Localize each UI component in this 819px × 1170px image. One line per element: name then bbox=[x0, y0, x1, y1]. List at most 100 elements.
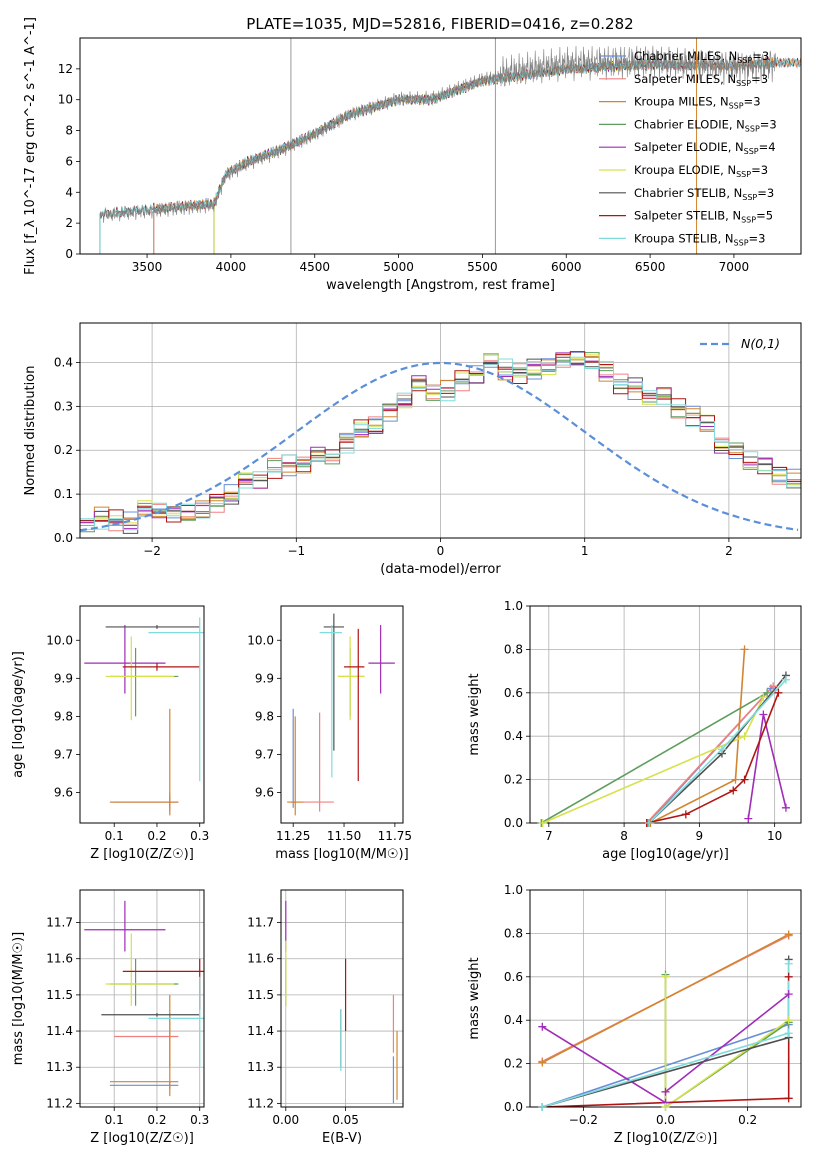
legend-series-name: Salpeter STELIB bbox=[634, 209, 725, 223]
legend-nssp-prefix: , N bbox=[720, 163, 736, 177]
legend-nssp-sub: SSP bbox=[741, 216, 756, 225]
legend-label: Chabrier STELIB, NSSP=3 bbox=[634, 186, 774, 202]
y-axis-label: mass weight bbox=[467, 957, 482, 1039]
y-tick-label: 6 bbox=[65, 154, 73, 168]
legend-series-name: Chabrier ELODIE bbox=[634, 117, 729, 131]
y-tick-label: 1.0 bbox=[504, 883, 523, 897]
legend-label: Salpeter ELODIE, NSSP=4 bbox=[634, 140, 776, 156]
panel-residuals: −2 −1 0 1 2 0.0 0.1 0.2 0.3 0.4 N(0,1) (data-model)… bbox=[23, 322, 802, 577]
y-axis-label: Flux [f_λ 10^-17 erg cm^-2 s^-1 A^-1] bbox=[23, 17, 38, 275]
y-tick-label: 9.8 bbox=[255, 709, 274, 723]
x-tick-label: 7000 bbox=[719, 260, 750, 274]
x-axis-label: Z [log10(Z/Z☉)] bbox=[90, 847, 194, 862]
plot-area bbox=[84, 617, 204, 816]
legend-nssp-eq: = bbox=[759, 140, 769, 154]
weight-line bbox=[540, 692, 768, 823]
legend-nssp-eq: = bbox=[757, 186, 767, 200]
plot-area bbox=[99, 38, 801, 254]
legend-series-name: Kroupa STELIB bbox=[634, 231, 718, 245]
legend-nssp-sub: SSP bbox=[734, 238, 749, 247]
weight-point bbox=[763, 688, 772, 697]
axes-frame bbox=[79, 889, 205, 1108]
x-axis-label: mass [log10(M/M☉)] bbox=[275, 847, 408, 862]
legend-nssp-value: 3 bbox=[767, 186, 774, 200]
legend-nssp-eq: = bbox=[752, 49, 762, 63]
y-tick-label: 11.3 bbox=[247, 1060, 274, 1074]
legend-nssp-value: 3 bbox=[762, 49, 769, 63]
weight-point bbox=[538, 1103, 547, 1111]
x-tick-label: 0.05 bbox=[332, 1113, 359, 1127]
legend-nssp-prefix: , N bbox=[725, 209, 741, 223]
x-tick-label: 6000 bbox=[551, 260, 582, 274]
x-tick-label: 6500 bbox=[635, 260, 666, 274]
weight-point bbox=[759, 710, 768, 719]
weight-point bbox=[538, 1058, 547, 1067]
y-tick-label: 9.9 bbox=[255, 671, 274, 685]
y-tick-label: 0.2 bbox=[504, 773, 523, 787]
x-tick-label: 11.75 bbox=[378, 829, 412, 843]
y-tick-label: 11.2 bbox=[247, 1096, 274, 1110]
y-tick-label: 0.4 bbox=[504, 1013, 523, 1027]
weight-point bbox=[661, 1087, 670, 1096]
y-tick-label: 9.7 bbox=[255, 747, 274, 761]
weight-point bbox=[784, 990, 793, 999]
y-tick-label: 0.4 bbox=[504, 729, 523, 743]
x-tick-label: 10 bbox=[767, 829, 782, 843]
legend-nssp-eq: = bbox=[756, 209, 766, 223]
y-tick-label: 11.7 bbox=[247, 916, 274, 930]
axes-frame bbox=[529, 605, 802, 824]
x-tick-label: 8 bbox=[620, 829, 628, 843]
x-axis-label: Z [log10(Z/Z☉)] bbox=[614, 1131, 718, 1146]
x-tick-label: 4500 bbox=[299, 260, 330, 274]
y-tick-label: 11.4 bbox=[247, 1024, 274, 1038]
x-tick-label: 1 bbox=[581, 544, 589, 558]
x-axis-label: age [log10(age/yr)] bbox=[602, 847, 729, 862]
legend-nssp-sub: SSP bbox=[736, 79, 751, 88]
y-tick-label: 10.0 bbox=[46, 633, 73, 647]
legend-nssp-sub: SSP bbox=[742, 193, 757, 202]
y-tick-label: 9.6 bbox=[54, 786, 73, 800]
panel-mass-vs-EBV: 0.00 0.05 11.2 11.3 11.4 11.5 11.6 11.7 E(B-V) bbox=[247, 889, 404, 1146]
legend-nssp-prefix: , N bbox=[720, 72, 736, 86]
x-tick-label: −0.2 bbox=[569, 1113, 598, 1127]
legend-nssp-value: 3 bbox=[761, 163, 768, 177]
y-tick-label: 10 bbox=[58, 93, 73, 107]
y-tick-label: 0.0 bbox=[504, 1100, 523, 1114]
legend: N(0,1) bbox=[700, 336, 780, 351]
weight-point bbox=[744, 814, 753, 823]
plot-area bbox=[287, 613, 395, 816]
y-tick-label: 9.6 bbox=[255, 786, 274, 800]
x-tick-label: 0.2 bbox=[738, 1113, 757, 1127]
legend-nssp-value: 5 bbox=[766, 209, 773, 223]
legend-nssp-prefix: , N bbox=[721, 49, 737, 63]
y-tick-label: 11.4 bbox=[46, 1024, 73, 1038]
weight-point bbox=[740, 645, 749, 654]
axes-frame bbox=[79, 605, 205, 824]
y-axis-label: mass weight bbox=[467, 673, 482, 755]
weight-point bbox=[538, 1022, 547, 1031]
weight-point bbox=[538, 819, 547, 827]
legend-label: Kroupa ELODIE, NSSP=3 bbox=[634, 163, 768, 179]
panels: 3500 4000 4500 5000 5500 6000 6500 700002468101… bbox=[11, 17, 802, 1146]
y-tick-label: 9.7 bbox=[54, 747, 73, 761]
figure-title: PLATE=1035, MJD=52816, FIBERID=0416, z=0… bbox=[246, 15, 633, 33]
y-tick-label: 0.2 bbox=[504, 1057, 523, 1071]
x-tick-label: 0.2 bbox=[147, 829, 166, 843]
y-tick-label: 0.0 bbox=[504, 816, 523, 830]
legend-nssp-value: 3 bbox=[753, 95, 760, 109]
x-axis-label: Z [log10(Z/Z☉)] bbox=[90, 1131, 194, 1146]
weight-point bbox=[717, 745, 726, 754]
legend-nssp-eq: = bbox=[749, 231, 759, 245]
y-tick-label: 0 bbox=[65, 247, 73, 261]
legend-nssp-eq: = bbox=[751, 72, 761, 86]
panel-mass-vs-Z: 0.1 0.2 0.3 11.2 11.3 11.4 11.5 11.6 11.7 Z [log1… bbox=[11, 889, 209, 1146]
legend-nssp-prefix: , N bbox=[728, 140, 744, 154]
panel-weight-vs-age: 7 8 9 10 0.0 0.2 0.4 0.6 0.8 1.0 age [log10(age/yr… bbox=[467, 599, 802, 862]
panel-spectrum: 3500 4000 4500 5000 5500 6000 6500 7000 0 2 4 6 8 10 1… bbox=[23, 17, 802, 293]
legend-nssp-sub: SSP bbox=[744, 147, 759, 156]
x-axis-label: (data-model)/error bbox=[380, 562, 501, 577]
y-tick-label: 0.1 bbox=[54, 487, 73, 501]
legend-nssp-sub: SSP bbox=[737, 56, 752, 65]
weight-point bbox=[784, 930, 793, 939]
